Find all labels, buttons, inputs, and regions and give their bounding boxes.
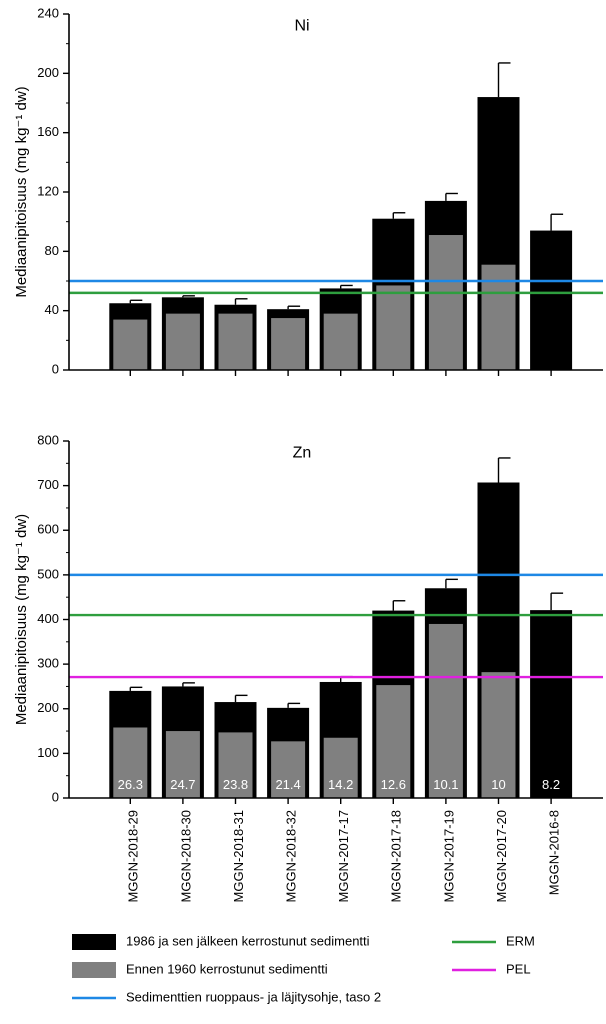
bar-1960-mggn-2017-19 — [428, 235, 463, 370]
legend-item: 1986 ja sen jälkeen kerrostunut sediment… — [72, 933, 370, 950]
bar-1960-mggn-2018-31 — [218, 313, 253, 370]
data-label: 8.2 — [542, 777, 560, 792]
bar-1960-mggn-2017-17 — [323, 313, 358, 370]
y-tick-label: 700 — [37, 477, 59, 492]
bar-1960-mggn-2018-31 — [218, 732, 253, 798]
y-tick-label: 800 — [37, 432, 59, 447]
x-tick-label: MGGN-2018-31 — [231, 810, 246, 902]
chart-panel-ni: Ni Mediaanipitoisuus (mg kg⁻¹ dw) 0 40 80 120… — [13, 5, 603, 376]
bar-1960-mggn-2017-20 — [481, 264, 516, 370]
bar-1960-mggn-2018-29 — [113, 319, 148, 370]
y-axis-label: Mediaanipitoisuus (mg kg⁻¹ dw) — [13, 514, 30, 725]
data-label: 10.1 — [433, 777, 458, 792]
x-tick-label: MGGN-2017-18 — [389, 810, 404, 902]
data-label: 12.6 — [381, 777, 406, 792]
y-tick-label: 200 — [37, 700, 59, 715]
x-tick-label: MGGN-2017-19 — [441, 810, 456, 902]
data-label: 24.7 — [170, 777, 195, 792]
y-tick-label: 300 — [37, 656, 59, 671]
bar-1986-mggn-2016-8 — [530, 230, 573, 370]
bar-1960-mggn-2017-19 — [428, 623, 463, 798]
bar-1960-mggn-2018-30 — [165, 313, 200, 370]
data-label: 26.3 — [118, 777, 143, 792]
bar-1960-mggn-2017-18 — [376, 685, 411, 798]
legend-swatch — [72, 962, 116, 978]
legend-item: Sedimenttien ruoppaus- ja läjitysohje, t… — [72, 989, 381, 1004]
legend-label: ERM — [506, 933, 535, 948]
y-axis-label: Mediaanipitoisuus (mg kg⁻¹ dw) — [13, 86, 30, 297]
x-tick-label: MGGN-2016-8 — [547, 810, 562, 895]
x-tick-label: MGGN-2018-29 — [126, 810, 141, 902]
bar-1960-mggn-2017-18 — [376, 285, 411, 370]
chart-title: Zn — [293, 444, 312, 461]
data-label: 14.2 — [328, 777, 353, 792]
bar-1986-mggn-2016-8 — [530, 610, 573, 798]
legend-label: Ennen 1960 kerrostunut sedimentti — [126, 961, 328, 976]
legend-item: Ennen 1960 kerrostunut sedimentti — [72, 961, 328, 978]
x-tick-label: MGGN-2017-17 — [336, 810, 351, 902]
y-tick-label: 400 — [37, 611, 59, 626]
y-tick-label: 200 — [37, 65, 59, 80]
y-tick-label: 240 — [37, 5, 59, 20]
legend-label: Sedimenttien ruoppaus- ja läjitysohje, t… — [126, 989, 381, 1004]
bar-1960-mggn-2018-32 — [271, 318, 306, 370]
y-tick-label: 500 — [37, 566, 59, 581]
chart-title: Ni — [294, 17, 309, 34]
bar-1960-mggn-2018-30 — [165, 731, 200, 798]
data-label: 21.4 — [275, 777, 300, 792]
bar-1960-mggn-2018-32 — [271, 741, 306, 798]
y-tick-label: 80 — [45, 243, 59, 258]
y-tick-label: 600 — [37, 522, 59, 537]
data-label: 10 — [491, 777, 505, 792]
bar-1960-mggn-2017-17 — [323, 737, 358, 798]
x-tick-label: MGGN-2017-20 — [494, 810, 509, 902]
y-tick-label: 0 — [52, 789, 59, 804]
legend-swatch — [72, 934, 116, 950]
y-tick-label: 40 — [45, 302, 59, 317]
legend-label: 1986 ja sen jälkeen kerrostunut sediment… — [126, 933, 370, 948]
legend-item: PEL — [452, 961, 531, 976]
legend: 1986 ja sen jälkeen kerrostunut sediment… — [72, 933, 535, 1004]
y-tick-label: 120 — [37, 183, 59, 198]
x-tick-label: MGGN-2018-30 — [178, 810, 193, 902]
data-label: 23.8 — [223, 777, 248, 792]
y-tick-label: 0 — [52, 361, 59, 376]
legend-label: PEL — [506, 961, 531, 976]
legend-item: ERM — [452, 933, 535, 948]
chart-panel-zn: Zn Mediaanipitoisuus (mg kg⁻¹ dw) 0 100 200 3… — [13, 432, 603, 902]
x-tick-label: MGGN-2018-32 — [284, 810, 299, 902]
bar-1960-mggn-2017-20 — [481, 672, 516, 798]
y-tick-label: 160 — [37, 124, 59, 139]
bar-1960-mggn-2018-29 — [113, 727, 148, 798]
y-tick-label: 100 — [37, 745, 59, 760]
